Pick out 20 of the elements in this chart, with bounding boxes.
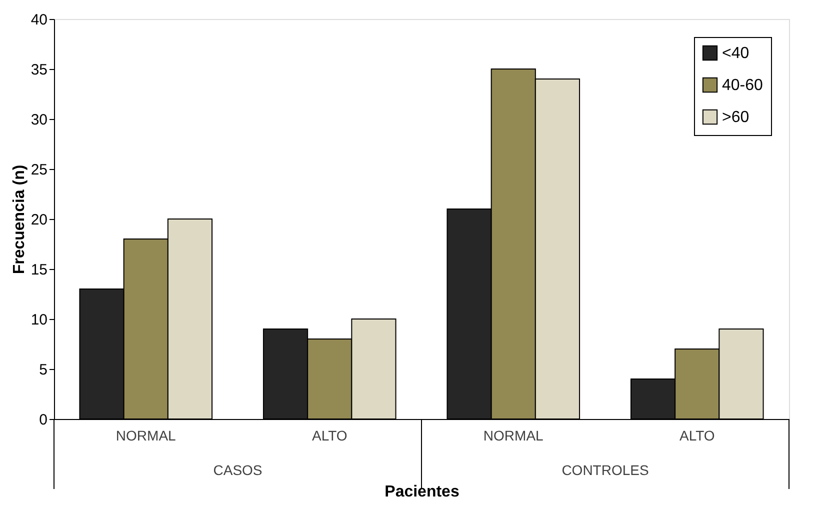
y-tick-label: 30: [30, 112, 48, 128]
y-axis-title: Frecuencia (n): [10, 164, 28, 274]
y-tick-label: 10: [30, 312, 48, 328]
text: CASOS: [213, 462, 262, 478]
y-tick-label: 5: [39, 362, 48, 378]
y-tick-label: 40: [30, 12, 48, 28]
x-tick-label: ALTO: [679, 428, 715, 444]
x-axis-title: Pacientes: [384, 484, 460, 500]
y-tick-label: 0: [39, 412, 48, 428]
legend-label: <40: [722, 45, 750, 62]
x-tick-label: NORMAL: [116, 428, 176, 444]
text: CONTROLES: [562, 462, 649, 478]
y-tick-label: 20: [30, 212, 48, 228]
x-tick-label: ALTO: [312, 428, 348, 444]
x-tick-label: NORMAL: [483, 428, 544, 444]
legend-label: 40-60: [722, 77, 764, 94]
y-tick-label: 15: [30, 262, 48, 278]
legend-label: >60: [722, 109, 750, 126]
y-tick-label: 35: [30, 62, 48, 78]
y-tick-label: 25: [30, 162, 48, 178]
